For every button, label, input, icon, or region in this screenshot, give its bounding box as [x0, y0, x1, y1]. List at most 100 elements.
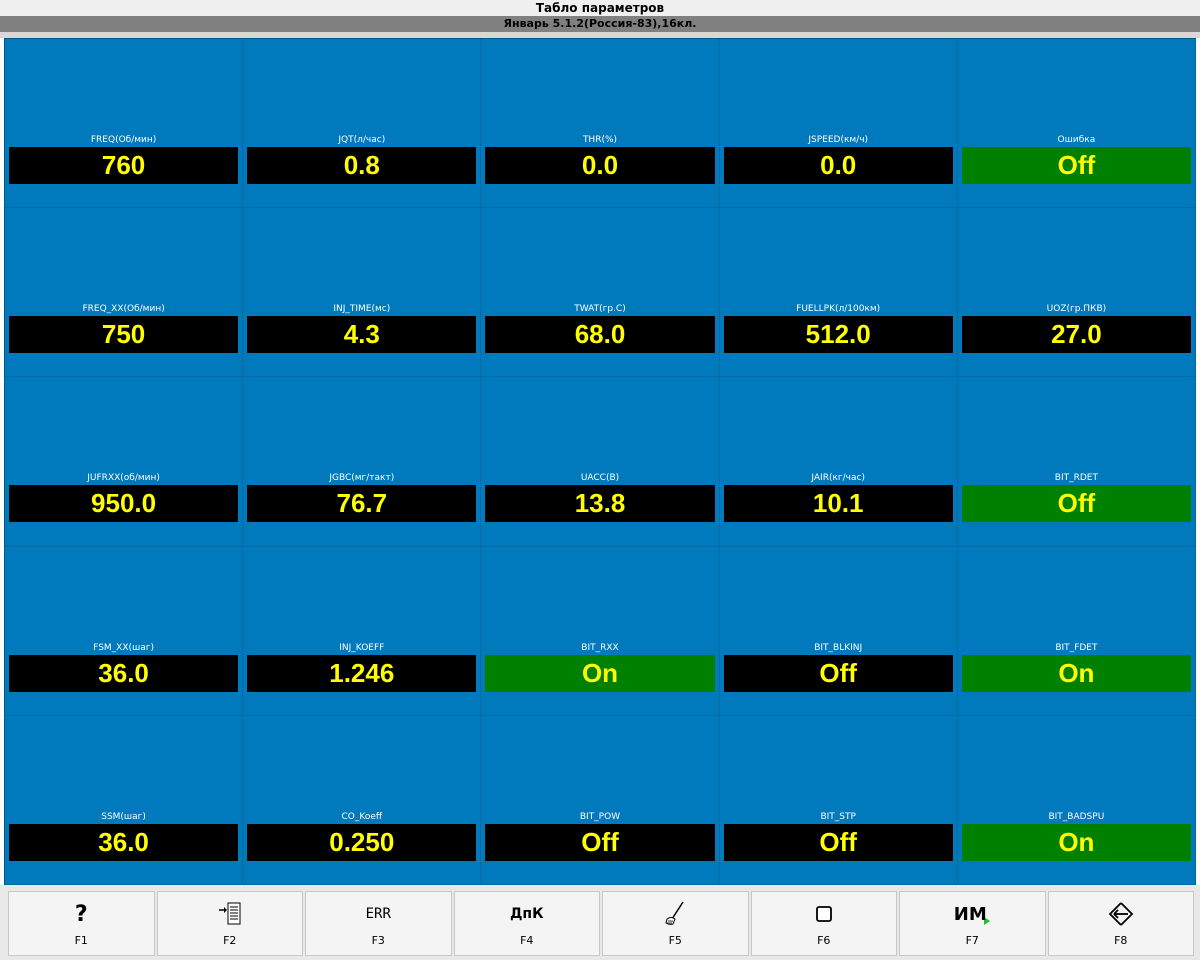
window-title: Табло параметров [0, 0, 1200, 16]
function-key-toolbar: ? F1 F2 ERR F3 ДпК F4 [0, 885, 1200, 960]
parameter-cell: TWAT(гр.С) 68.0 [481, 208, 720, 378]
ecu-info-bar: Январь 5.1.2(Россия-83),16кл. [0, 16, 1200, 32]
dpk-icon: ДпК [509, 906, 544, 922]
parameter-cell: Ошибка Off [957, 39, 1196, 209]
parameter-cell: BIT_STP Off [719, 715, 958, 885]
parameter-label: FUELLPK(л/100км) [796, 304, 881, 315]
parameter-label: INJ_TIME(мс) [333, 304, 391, 315]
parameter-cell: BIT_FDET On [957, 546, 1196, 716]
parameter-value: 10.1 [723, 485, 953, 523]
parameter-cell: JSPEED(км/ч) 0.0 [719, 39, 958, 209]
parameter-label: UACC(В) [580, 473, 620, 484]
errors-icon: ERR [365, 906, 391, 922]
parameter-cell: BIT_BADSPU On [957, 715, 1196, 885]
button-key-label: F2 [223, 934, 237, 947]
parameter-cell: BIT_RDET Off [957, 377, 1196, 547]
tool-icon [603, 900, 748, 928]
parameter-value: 0.0 [485, 147, 715, 184]
actuators-button[interactable]: ИМ F7 [899, 891, 1046, 956]
parameter-value: 76.7 [247, 485, 477, 523]
parameter-label: BIT_POW [579, 811, 621, 822]
parameter-value: 760 [9, 147, 239, 184]
parameter-value: Off [485, 823, 715, 861]
button-key-label: F1 [74, 934, 88, 947]
parameter-cell: FSM_XX(шаг) 36.0 [5, 546, 244, 716]
parameter-label: INJ_KOEFF [339, 642, 385, 653]
button-key-label: F5 [668, 934, 682, 947]
parameter-label: CO_Koeff [341, 811, 383, 822]
parameter-label: FREQ_XX(Об/мин) [82, 304, 165, 315]
parameter-value: 512.0 [723, 316, 953, 354]
parameter-value: On [485, 654, 715, 692]
help-icon: ? [74, 901, 88, 927]
parameter-value: 13.8 [485, 485, 715, 523]
im-icon: ИМ [900, 900, 1045, 928]
dpk-button[interactable]: ДпК F4 [453, 891, 600, 956]
parameter-value: 27.0 [961, 316, 1191, 354]
parameter-label: BIT_RXX [581, 642, 619, 653]
parameter-label: JUFRXX(об/мин) [87, 473, 160, 484]
parameter-value: 950.0 [9, 485, 239, 523]
parameter-cell: INJ_TIME(мс) 4.3 [243, 208, 482, 378]
button-key-label: F6 [817, 934, 831, 947]
parameter-cell: UOZ(гр.ПКВ) 27.0 [957, 208, 1196, 378]
parameter-label: UOZ(гр.ПКВ) [1046, 304, 1107, 315]
parameter-label: JGBC(мг/такт) [329, 473, 395, 484]
parameter-cell: JQT(л/час) 0.8 [243, 39, 482, 209]
tool-button[interactable]: F5 [602, 891, 749, 956]
parameter-cell: JUFRXX(об/мин) 950.0 [5, 377, 244, 547]
parameter-label: Ошибка [1057, 135, 1096, 145]
button-key-label: F8 [1114, 934, 1128, 947]
parameter-value: 0.8 [247, 147, 477, 184]
button-key-label: F7 [965, 934, 979, 947]
parameter-cell: JGBC(мг/такт) 76.7 [243, 377, 482, 547]
parameter-value: 1.246 [247, 654, 477, 692]
parameter-value: Off [723, 654, 953, 692]
parameter-label: TWAT(гр.С) [574, 304, 626, 315]
exit-button[interactable]: F8 [1047, 891, 1194, 956]
square-icon [752, 900, 897, 928]
parameter-cell: UACC(В) 13.8 [481, 377, 720, 547]
parameter-cell: THR(%) 0.0 [481, 39, 720, 209]
button-key-label: F4 [520, 934, 534, 947]
parameter-label: BIT_STP [820, 811, 856, 822]
parameter-label: FREQ(Об/мин) [90, 135, 157, 145]
errors-button[interactable]: ERR F3 [305, 891, 452, 956]
parameter-label: JAIR(кг/час) [811, 473, 865, 484]
stop-button[interactable]: F6 [750, 891, 897, 956]
help-button[interactable]: ? F1 [8, 891, 155, 956]
parameter-value: 68.0 [485, 316, 715, 354]
parameter-label: BIT_FDET [1055, 642, 1098, 653]
parameter-value: 0.0 [723, 147, 953, 184]
parameter-label: BIT_BADSPU [1048, 811, 1105, 822]
parameter-cell: FUELLPK(л/100км) 512.0 [719, 208, 958, 378]
parameter-cell: INJ_KOEFF 1.246 [243, 546, 482, 716]
parameter-value: 750 [9, 316, 239, 354]
import-list-icon [158, 900, 303, 928]
parameter-label: BIT_RDET [1054, 473, 1098, 484]
parameter-label: THR(%) [582, 135, 618, 145]
parameter-value: Off [961, 147, 1191, 184]
parameter-value: Off [961, 485, 1191, 523]
parameter-cell: CO_Koeff 0.250 [243, 715, 482, 885]
parameter-value: 36.0 [9, 823, 239, 861]
exit-icon [1049, 900, 1194, 928]
parameter-grid: FREQ(Об/мин) 760 JQT(л/час) 0.8 THR(%) 0.0 JSP… [4, 38, 1196, 885]
button-key-label: F3 [371, 934, 385, 947]
parameter-value: 0.250 [247, 823, 477, 861]
parameter-cell: FREQ(Об/мин) 760 [5, 39, 244, 209]
parameter-value: On [961, 823, 1191, 861]
parameter-cell: BIT_BLKINJ Off [719, 546, 958, 716]
parameter-cell: JAIR(кг/час) 10.1 [719, 377, 958, 547]
parameter-value: 36.0 [9, 654, 239, 692]
import-list-button[interactable]: F2 [156, 891, 303, 956]
parameter-cell: BIT_POW Off [481, 715, 720, 885]
parameter-cell: FREQ_XX(Об/мин) 750 [5, 208, 244, 378]
parameter-value: On [961, 654, 1191, 692]
parameter-label: JQT(л/час) [338, 135, 386, 145]
parameter-value: 4.3 [247, 316, 477, 354]
separator [0, 32, 1200, 38]
parameter-label: BIT_BLKINJ [814, 642, 863, 653]
parameter-value: Off [723, 823, 953, 861]
parameter-cell: SSM(шаг) 36.0 [5, 715, 244, 885]
